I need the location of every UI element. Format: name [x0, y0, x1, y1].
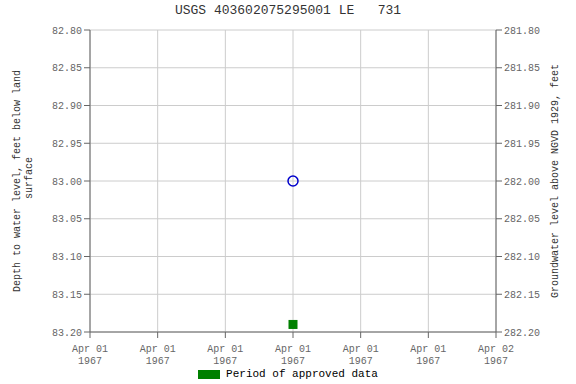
svg-text:82.90: 82.90	[52, 101, 82, 112]
html-text:Period of approved data: Period of approved data	[226, 368, 378, 380]
svg-text:Apr 011967: Apr 011967	[410, 344, 446, 367]
svg-text:Depth to water level, feet bel: Depth to water level, feet below land su…	[12, 70, 35, 292]
svg-text:Apr 011967: Apr 011967	[140, 344, 176, 367]
svg-text:83.15: 83.15	[52, 290, 82, 301]
svg-text:82.95: 82.95	[52, 139, 82, 150]
svg-text:Apr 011967: Apr 011967	[207, 344, 243, 367]
svg-text:82.80: 82.80	[52, 26, 82, 37]
svg-text:83.10: 83.10	[52, 252, 82, 263]
svg-text:83.00: 83.00	[52, 177, 82, 188]
svg-text:281.90: 281.90	[504, 101, 540, 112]
svg-text:82.85: 82.85	[52, 63, 82, 74]
svg-text:282.10: 282.10	[504, 252, 540, 263]
html-text:USGS 403602075295001 LE 731: USGS 403602075295001 LE 731	[174, 3, 402, 18]
svg-text:281.95: 281.95	[504, 139, 540, 150]
svg-text:83.05: 83.05	[52, 214, 82, 225]
svg-text:282.15: 282.15	[504, 290, 540, 301]
svg-text:281.80: 281.80	[504, 26, 540, 37]
svg-text:Groundwater level above NGVD 1: Groundwater level above NGVD 1929, feet	[550, 64, 561, 298]
svg-text:281.85: 281.85	[504, 63, 540, 74]
svg-text:282.20: 282.20	[504, 328, 540, 339]
svg-text:Apr 011967: Apr 011967	[72, 344, 108, 367]
svg-text:Apr 011967: Apr 011967	[343, 344, 379, 367]
svg-text:Apr 021967: Apr 021967	[478, 344, 514, 367]
svg-text:282.00: 282.00	[504, 177, 540, 188]
svg-text:282.05: 282.05	[504, 214, 540, 225]
svg-text:Apr 011967: Apr 011967	[275, 344, 311, 367]
svg-text:83.20: 83.20	[52, 328, 82, 339]
